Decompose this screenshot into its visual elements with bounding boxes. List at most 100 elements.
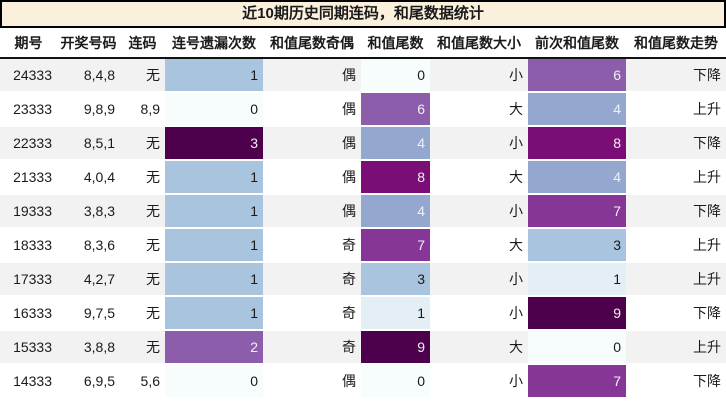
table-row: 17333 4,2,7 无 1 奇 3 小 1 上升	[0, 262, 726, 297]
cell-trend: 上升	[626, 262, 726, 297]
cell-miss: 0	[165, 92, 263, 127]
cell-trend: 下降	[626, 126, 726, 161]
cell-trend: 上升	[626, 330, 726, 365]
cell-parity: 偶	[263, 126, 361, 161]
cell-streak: 无	[120, 228, 165, 263]
cell-period: 22333	[0, 126, 57, 161]
cell-trend: 下降	[626, 194, 726, 229]
cell-trend: 下降	[626, 296, 726, 331]
table-row: 14333 6,9,5 5,6 0 偶 0 小 7 下降	[0, 364, 726, 399]
cell-parity: 奇	[263, 330, 361, 365]
cell-period: 15333	[0, 330, 57, 365]
cell-parity: 奇	[263, 262, 361, 297]
cell-size: 小	[430, 296, 528, 331]
cell-streak: 5,6	[120, 364, 165, 399]
cell-numbers: 8,5,1	[57, 126, 120, 161]
header-row: 期号 开奖号码 连码 连号遗漏次数 和值尾数奇偶 和值尾数 和值尾数大小 前次和值尾数 和值尾数…	[0, 28, 726, 59]
cell-miss: 1	[165, 296, 263, 331]
cell-period: 18333	[0, 228, 57, 263]
cell-numbers: 8,3,6	[57, 228, 120, 263]
cell-size: 小	[430, 364, 528, 399]
column-header-5: 和值尾数	[361, 28, 430, 59]
cell-trend: 上升	[626, 160, 726, 195]
column-header-1: 开奖号码	[57, 28, 120, 59]
cell-prev: 6	[528, 58, 626, 93]
table-row: 19333 3,8,3 无 1 偶 4 小 7 下降	[0, 194, 726, 229]
cell-size: 大	[430, 228, 528, 263]
table-row: 24333 8,4,8 无 1 偶 0 小 6 下降	[0, 58, 726, 93]
table-row: 16333 9,7,5 无 1 奇 1 小 9 下降	[0, 296, 726, 331]
cell-streak: 无	[120, 296, 165, 331]
cell-prev: 0	[528, 330, 626, 365]
cell-tail: 1	[361, 296, 430, 331]
cell-tail: 7	[361, 228, 430, 263]
cell-size: 小	[430, 58, 528, 93]
cell-trend: 上升	[626, 228, 726, 263]
stats-table: 期号 开奖号码 连码 连号遗漏次数 和值尾数奇偶 和值尾数 和值尾数大小 前次和值尾数 和值尾数…	[0, 28, 726, 399]
cell-period: 17333	[0, 262, 57, 297]
cell-parity: 偶	[263, 364, 361, 399]
page-title: 近10期历史同期连码，和尾数据统计	[0, 0, 726, 28]
cell-miss: 1	[165, 262, 263, 297]
cell-miss: 1	[165, 228, 263, 263]
cell-parity: 偶	[263, 160, 361, 195]
cell-tail: 0	[361, 58, 430, 93]
cell-streak: 无	[120, 262, 165, 297]
column-header-3: 连号遗漏次数	[165, 28, 263, 59]
cell-size: 小	[430, 126, 528, 161]
cell-tail: 6	[361, 92, 430, 127]
cell-tail: 4	[361, 126, 430, 161]
table-row: 22333 8,5,1 无 3 偶 4 小 8 下降	[0, 126, 726, 161]
cell-size: 大	[430, 160, 528, 195]
column-header-7: 前次和值尾数	[528, 28, 626, 59]
cell-tail: 8	[361, 160, 430, 195]
cell-streak: 无	[120, 194, 165, 229]
table-body: 24333 8,4,8 无 1 偶 0 小 6 下降 23333 9,8,9 8,9 0 偶 6 大 4 上升 22…	[0, 58, 726, 399]
cell-period: 21333	[0, 160, 57, 195]
cell-tail: 0	[361, 364, 430, 399]
cell-miss: 3	[165, 126, 263, 161]
cell-numbers: 4,0,4	[57, 160, 120, 195]
table-row: 21333 4,0,4 无 1 偶 8 大 4 上升	[0, 160, 726, 195]
table-row: 18333 8,3,6 无 1 奇 7 大 3 上升	[0, 228, 726, 263]
cell-miss: 1	[165, 58, 263, 93]
cell-parity: 偶	[263, 92, 361, 127]
column-header-4: 和值尾数奇偶	[263, 28, 361, 59]
cell-streak: 无	[120, 330, 165, 365]
cell-streak: 无	[120, 160, 165, 195]
cell-numbers: 3,8,3	[57, 194, 120, 229]
cell-size: 小	[430, 194, 528, 229]
cell-numbers: 9,7,5	[57, 296, 120, 331]
cell-prev: 8	[528, 126, 626, 161]
table-row: 15333 3,8,8 无 2 奇 9 大 0 上升	[0, 330, 726, 365]
cell-tail: 9	[361, 330, 430, 365]
cell-period: 19333	[0, 194, 57, 229]
cell-streak: 无	[120, 58, 165, 93]
cell-prev: 7	[528, 194, 626, 229]
column-header-8: 和值尾数走势	[626, 28, 726, 59]
cell-tail: 3	[361, 262, 430, 297]
cell-miss: 1	[165, 194, 263, 229]
cell-period: 14333	[0, 364, 57, 399]
cell-miss: 1	[165, 160, 263, 195]
cell-parity: 奇	[263, 296, 361, 331]
cell-parity: 偶	[263, 58, 361, 93]
cell-parity: 奇	[263, 228, 361, 263]
cell-size: 小	[430, 262, 528, 297]
cell-trend: 上升	[626, 92, 726, 127]
cell-tail: 4	[361, 194, 430, 229]
cell-numbers: 4,2,7	[57, 262, 120, 297]
cell-size: 大	[430, 92, 528, 127]
cell-prev: 4	[528, 160, 626, 195]
cell-prev: 4	[528, 92, 626, 127]
cell-numbers: 6,9,5	[57, 364, 120, 399]
cell-period: 23333	[0, 92, 57, 127]
cell-prev: 7	[528, 364, 626, 399]
cell-trend: 下降	[626, 58, 726, 93]
table-row: 23333 9,8,9 8,9 0 偶 6 大 4 上升	[0, 92, 726, 127]
cell-miss: 0	[165, 364, 263, 399]
column-header-0: 期号	[0, 28, 57, 59]
cell-trend: 下降	[626, 364, 726, 399]
cell-period: 16333	[0, 296, 57, 331]
cell-size: 大	[430, 330, 528, 365]
